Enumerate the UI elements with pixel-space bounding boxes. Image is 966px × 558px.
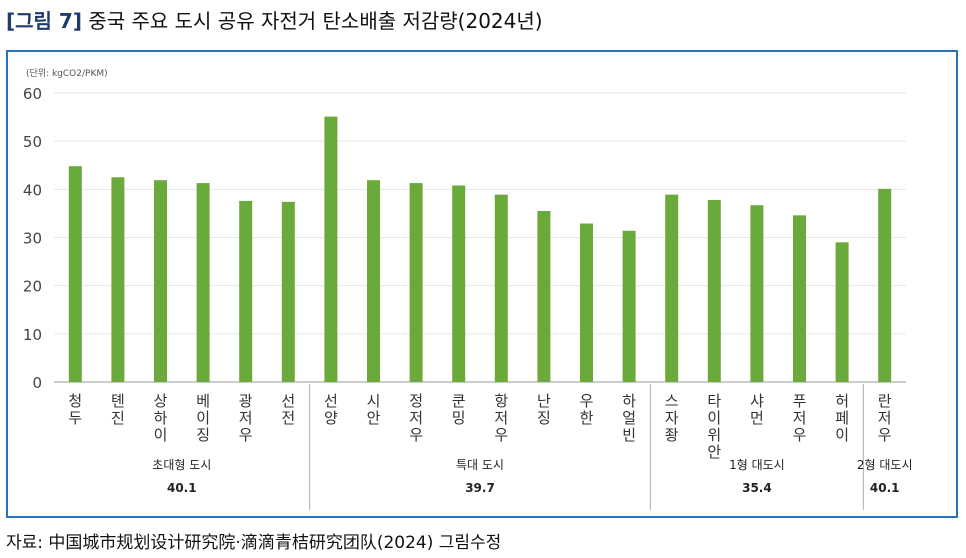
bar bbox=[793, 215, 806, 382]
y-tick-label: 20 bbox=[23, 278, 42, 296]
figure-title-text: 중국 주요 도시 공유 자전거 탄소배출 저감량(2024년) bbox=[88, 9, 543, 33]
bar bbox=[537, 211, 551, 382]
group-name: 특대 도시 bbox=[456, 458, 504, 472]
chart-container: (단위: kgCO2/PKM) 0 10 20 30 40 50 60 청 두 톈 진 상 하 이 베 이 징 광 저… bbox=[6, 50, 958, 518]
bar bbox=[835, 242, 849, 382]
bar-chart: (단위: kgCO2/PKM) 0 10 20 30 40 50 60 청 두 톈 진 상 하 이 베 이 징 광 저… bbox=[23, 68, 913, 510]
figure-label: [그림 7] bbox=[6, 9, 82, 33]
y-tick-label: 50 bbox=[23, 133, 42, 151]
figure-title: [그림 7] 중국 주요 도시 공유 자전거 탄소배출 저감량(2024년) bbox=[6, 8, 543, 34]
y-tick-label: 60 bbox=[23, 85, 42, 103]
group-average: 40.1 bbox=[870, 481, 900, 495]
bar bbox=[622, 230, 636, 382]
group-name: 초대형 도시 bbox=[152, 458, 211, 472]
bar bbox=[239, 200, 253, 382]
bar bbox=[409, 183, 423, 382]
bar bbox=[580, 223, 593, 382]
source-note: 자료: 中国城市规划设计研究院·滴滴青桔研究团队(2024) 그림수정 bbox=[6, 533, 502, 553]
bar bbox=[68, 166, 82, 382]
group-name: 1형 대도시 bbox=[729, 458, 785, 472]
bar bbox=[196, 183, 210, 382]
y-tick-label: 30 bbox=[23, 230, 42, 248]
bar bbox=[111, 177, 125, 382]
group-average: 39.7 bbox=[465, 481, 495, 495]
group-average: 40.1 bbox=[167, 481, 197, 495]
bar bbox=[665, 194, 679, 382]
bar bbox=[154, 180, 167, 382]
group-name: 2형 대도시 bbox=[857, 458, 913, 472]
bar bbox=[452, 185, 466, 382]
bar bbox=[750, 205, 764, 382]
group-average: 35.4 bbox=[742, 481, 772, 495]
y-tick-label: 40 bbox=[23, 181, 42, 199]
bar bbox=[281, 201, 295, 382]
bar bbox=[367, 180, 380, 382]
bar bbox=[494, 194, 508, 382]
y-tick-label: 0 bbox=[32, 374, 42, 392]
bar bbox=[324, 116, 338, 382]
bar bbox=[707, 199, 721, 382]
bar bbox=[878, 188, 892, 382]
unit-label: (단위: kgCO2/PKM) bbox=[26, 68, 108, 79]
y-tick-label: 10 bbox=[23, 326, 42, 344]
